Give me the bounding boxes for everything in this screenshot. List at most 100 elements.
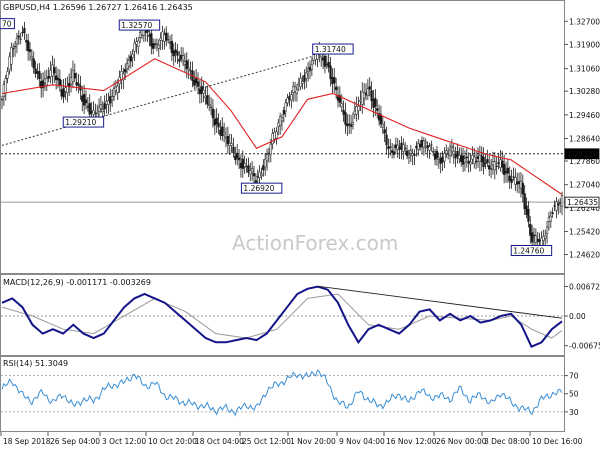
price-candle xyxy=(482,147,485,175)
time-axis-label: 18 Oct 04:00 xyxy=(195,437,244,446)
price-axis-label: 1.27040 xyxy=(569,181,600,190)
price-candle xyxy=(165,26,168,47)
price-candle xyxy=(275,127,278,145)
price-candle xyxy=(512,167,515,181)
price-axis-label: 1.31060 xyxy=(569,65,600,74)
price-candle xyxy=(351,112,355,130)
macd-axis-label: -0.006758 xyxy=(569,342,600,351)
price-candle xyxy=(514,168,517,191)
price-candle xyxy=(38,63,41,88)
svg-text:70: 70 xyxy=(2,20,12,29)
price-candle xyxy=(452,144,455,164)
price-candle xyxy=(527,201,530,228)
price-candle xyxy=(217,113,220,135)
price-candle xyxy=(529,216,532,244)
price-candle xyxy=(170,33,174,62)
price-candle xyxy=(508,166,511,190)
price-candle xyxy=(265,148,269,171)
sma-layer xyxy=(1,58,563,195)
price-axis: 1.32700 1.31900 1.31060 1.30280 1.29460 1.286… xyxy=(564,17,600,260)
price-candle xyxy=(357,96,360,120)
price-candle xyxy=(456,143,459,164)
price-candle xyxy=(17,30,20,46)
price-candle xyxy=(269,138,272,163)
price-candle xyxy=(131,49,134,67)
price-candle xyxy=(424,138,427,153)
price-candle xyxy=(150,28,153,55)
price-annotation: 1.26920 xyxy=(240,182,283,194)
price-candle xyxy=(376,99,379,119)
price-candle xyxy=(176,43,179,64)
price-candle xyxy=(247,157,250,178)
price-candle xyxy=(392,144,396,159)
time-axis-label: 16 Nov 12:00 xyxy=(386,437,437,446)
price-candle xyxy=(137,36,140,55)
price-candle xyxy=(250,161,254,181)
price-candle xyxy=(222,122,226,143)
price-candle xyxy=(200,76,203,104)
price-candle xyxy=(489,158,493,179)
price-candle xyxy=(26,33,30,61)
price-candle xyxy=(77,73,80,94)
price-candle xyxy=(501,151,504,174)
time-axis-label: 1 Nov 20:00 xyxy=(290,437,336,446)
moving-average-line xyxy=(1,58,563,195)
price-candle xyxy=(465,148,468,168)
price-candle xyxy=(445,144,448,158)
price-candle xyxy=(226,126,230,154)
macd-panel-frame xyxy=(0,274,565,356)
price-candle xyxy=(152,38,155,55)
macd-main-line xyxy=(1,285,563,349)
macd-layer xyxy=(1,285,564,349)
price-candle xyxy=(157,39,160,57)
price-candle xyxy=(127,54,131,71)
price-candle xyxy=(366,79,370,100)
price-candle xyxy=(362,83,366,106)
price-candle xyxy=(19,32,22,45)
price-candle xyxy=(544,229,547,248)
price-candle xyxy=(523,185,526,216)
price-candle xyxy=(368,77,371,97)
price-candle xyxy=(252,165,256,186)
price-panel-frame xyxy=(0,0,565,274)
price-candle xyxy=(432,146,435,157)
price-candle xyxy=(262,159,265,177)
price-candle xyxy=(413,149,416,166)
price-candle xyxy=(47,67,50,83)
price-candle xyxy=(286,93,289,107)
price-candle xyxy=(381,115,384,134)
price-candle xyxy=(344,102,347,134)
time-axis: 18 Sep 2018 26 Sep 04:00 3 Oct 12:00 10 Oct… xyxy=(0,432,583,446)
price-candle xyxy=(506,158,510,183)
svg-text:1.28110: 1.28110 xyxy=(567,150,598,159)
price-candle xyxy=(379,105,383,129)
price-candle xyxy=(221,117,224,141)
macd-panel-title: MACD(12,26,9) -0.001171 -0.003269 xyxy=(3,278,151,287)
price-candle xyxy=(486,149,489,168)
price-candle xyxy=(15,32,19,54)
price-annotation: 70 xyxy=(0,18,15,30)
macd-panel: MACD(12,26,9) -0.001171 -0.003269 xyxy=(0,274,565,356)
price-candle xyxy=(333,68,336,93)
price-candle xyxy=(208,94,211,112)
price-candle xyxy=(174,42,177,63)
rsi-axis-label: 70 xyxy=(569,372,579,381)
price-candle xyxy=(249,162,252,182)
time-axis-label: 25 Oct 12:00 xyxy=(242,437,291,446)
price-candle xyxy=(469,153,472,172)
price-tag: 1.26435 xyxy=(564,196,600,208)
price-candle xyxy=(348,114,351,135)
price-candle xyxy=(549,210,552,228)
price-candle xyxy=(243,155,246,174)
rsi-axis-label: 50 xyxy=(569,390,579,399)
price-candle xyxy=(463,150,467,172)
price-candle xyxy=(133,38,136,62)
price-candle xyxy=(545,220,549,244)
price-candle xyxy=(349,114,353,134)
price-candle xyxy=(155,38,159,52)
time-axis-label: 10 Dec 16:00 xyxy=(532,437,583,446)
rsi-panel-title: RSI(14) 51.3049 xyxy=(3,359,68,368)
price-candle xyxy=(202,80,205,103)
svg-text:1.26435: 1.26435 xyxy=(567,198,598,207)
